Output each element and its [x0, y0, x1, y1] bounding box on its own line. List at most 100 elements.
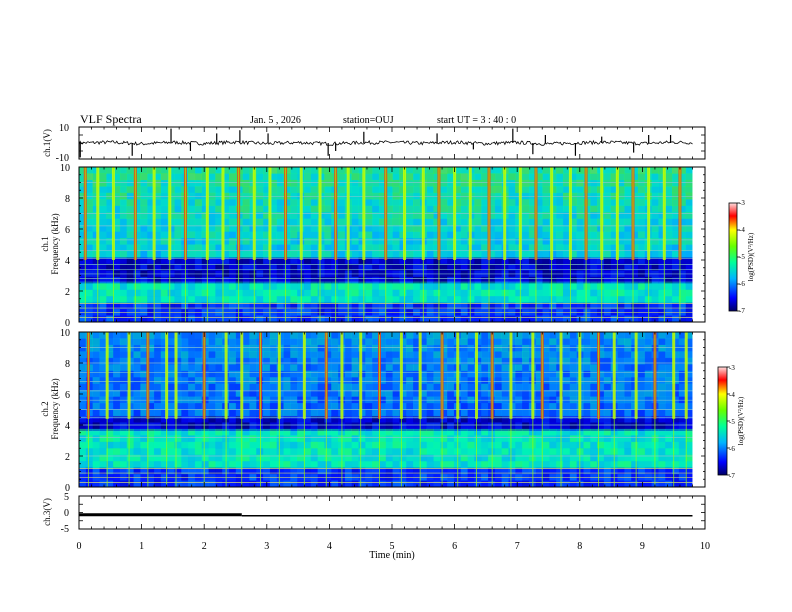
- noise-cell: [460, 454, 468, 462]
- noise-cell: [222, 276, 230, 284]
- noise-cell: [194, 357, 202, 365]
- noise-cell: [535, 289, 543, 297]
- noise-cell: [665, 338, 673, 346]
- noise-cell: [228, 344, 237, 352]
- noise-cell: [119, 422, 128, 430]
- noise-cell: [160, 409, 168, 417]
- noise-cell: [283, 428, 291, 436]
- noise-cell: [303, 415, 312, 423]
- noise-cell: [372, 383, 380, 391]
- noise-cell: [672, 448, 680, 456]
- noise-cell: [188, 409, 196, 417]
- noise-cell: [603, 338, 611, 346]
- noise-cell: [297, 276, 305, 284]
- noise-cell: [658, 351, 666, 359]
- noise-cell: [208, 409, 216, 417]
- noise-cell: [256, 467, 264, 475]
- noise-cell: [392, 415, 400, 423]
- noise-cell: [426, 428, 434, 436]
- noise-cell: [201, 231, 209, 239]
- noise-cell: [263, 289, 271, 297]
- noise-cell: [208, 351, 216, 359]
- noise-cell: [297, 289, 305, 297]
- noise-cell: [235, 276, 243, 284]
- noise-cell: [126, 212, 134, 219]
- noise-cell: [215, 403, 223, 410]
- noise-cell: [542, 351, 550, 359]
- noise-cell: [556, 173, 564, 181]
- noise-cell: [160, 338, 168, 346]
- noise-cell: [556, 428, 564, 436]
- noise-cell: [406, 205, 414, 213]
- noise-cell: [147, 454, 155, 462]
- noise-cell: [637, 244, 646, 252]
- noise-cell: [194, 238, 202, 245]
- noise-cell: [92, 283, 100, 291]
- noise-cell: [481, 351, 489, 359]
- noise-cell: [590, 263, 598, 271]
- noise-cell: [174, 289, 182, 297]
- noise-cell: [508, 296, 516, 303]
- noise-cell: [610, 186, 618, 194]
- noise-cell: [331, 302, 339, 310]
- noise-cell: [188, 199, 196, 207]
- noise-cell: [290, 244, 298, 252]
- noise-cell: [263, 199, 271, 207]
- noise-cell: [215, 257, 223, 265]
- noise-cell: [276, 315, 284, 322]
- noise-cell: [358, 441, 366, 449]
- noise-cell: [487, 205, 496, 213]
- noise-cell: [685, 461, 693, 468]
- noise-cell: [358, 461, 366, 468]
- noise-cell: [426, 422, 434, 430]
- noise-cell: [119, 225, 128, 232]
- noise-cell: [188, 415, 196, 423]
- noise-cell: [556, 186, 564, 194]
- noise-cell: [188, 283, 196, 291]
- noise-cell: [378, 357, 387, 365]
- noise-cell: [119, 238, 128, 245]
- noise-cell: [665, 231, 673, 239]
- noise-cell: [576, 283, 584, 291]
- noise-cell: [215, 332, 223, 339]
- ch1-frequency-label: Frequency (kHz): [50, 213, 60, 274]
- noise-cell: [140, 415, 148, 423]
- noise-cell: [590, 199, 598, 207]
- noise-cell: [433, 231, 441, 239]
- noise-cell: [597, 344, 605, 352]
- noise-cell: [651, 167, 659, 174]
- noise-cell: [283, 467, 291, 475]
- noise-cell: [487, 435, 496, 443]
- noise-cell: [372, 276, 380, 284]
- noise-cell: [92, 454, 100, 462]
- noise-cell: [433, 435, 441, 443]
- noise-cell: [440, 315, 448, 322]
- noise-cell: [617, 212, 625, 219]
- noise-cell: [194, 289, 202, 297]
- noise-cell: [188, 338, 196, 346]
- noise-cell: [399, 225, 407, 232]
- noise-cell: [385, 364, 393, 372]
- noise-cell: [508, 186, 516, 194]
- noise-cell: [549, 383, 557, 391]
- noise-cell: [372, 467, 380, 475]
- noise-cell: [358, 257, 366, 265]
- noise-cell: [338, 179, 346, 187]
- noise-cell: [494, 250, 502, 258]
- noise-cell: [242, 383, 250, 391]
- noise-cell: [372, 179, 380, 187]
- noise-cell: [685, 480, 693, 487]
- noise-cell: [542, 415, 550, 423]
- noise-cell: [494, 338, 502, 346]
- noise-cell: [624, 364, 632, 372]
- noise-cell: [440, 231, 448, 239]
- noise-cell: [562, 383, 571, 391]
- noise-cell: [535, 205, 543, 213]
- noise-cell: [644, 364, 652, 372]
- noise-cell: [208, 296, 216, 303]
- noise-cell: [235, 415, 243, 423]
- noise-cell: [685, 302, 693, 310]
- noise-cell: [440, 383, 448, 391]
- noise-cell: [133, 390, 141, 397]
- noise-cell: [617, 296, 625, 303]
